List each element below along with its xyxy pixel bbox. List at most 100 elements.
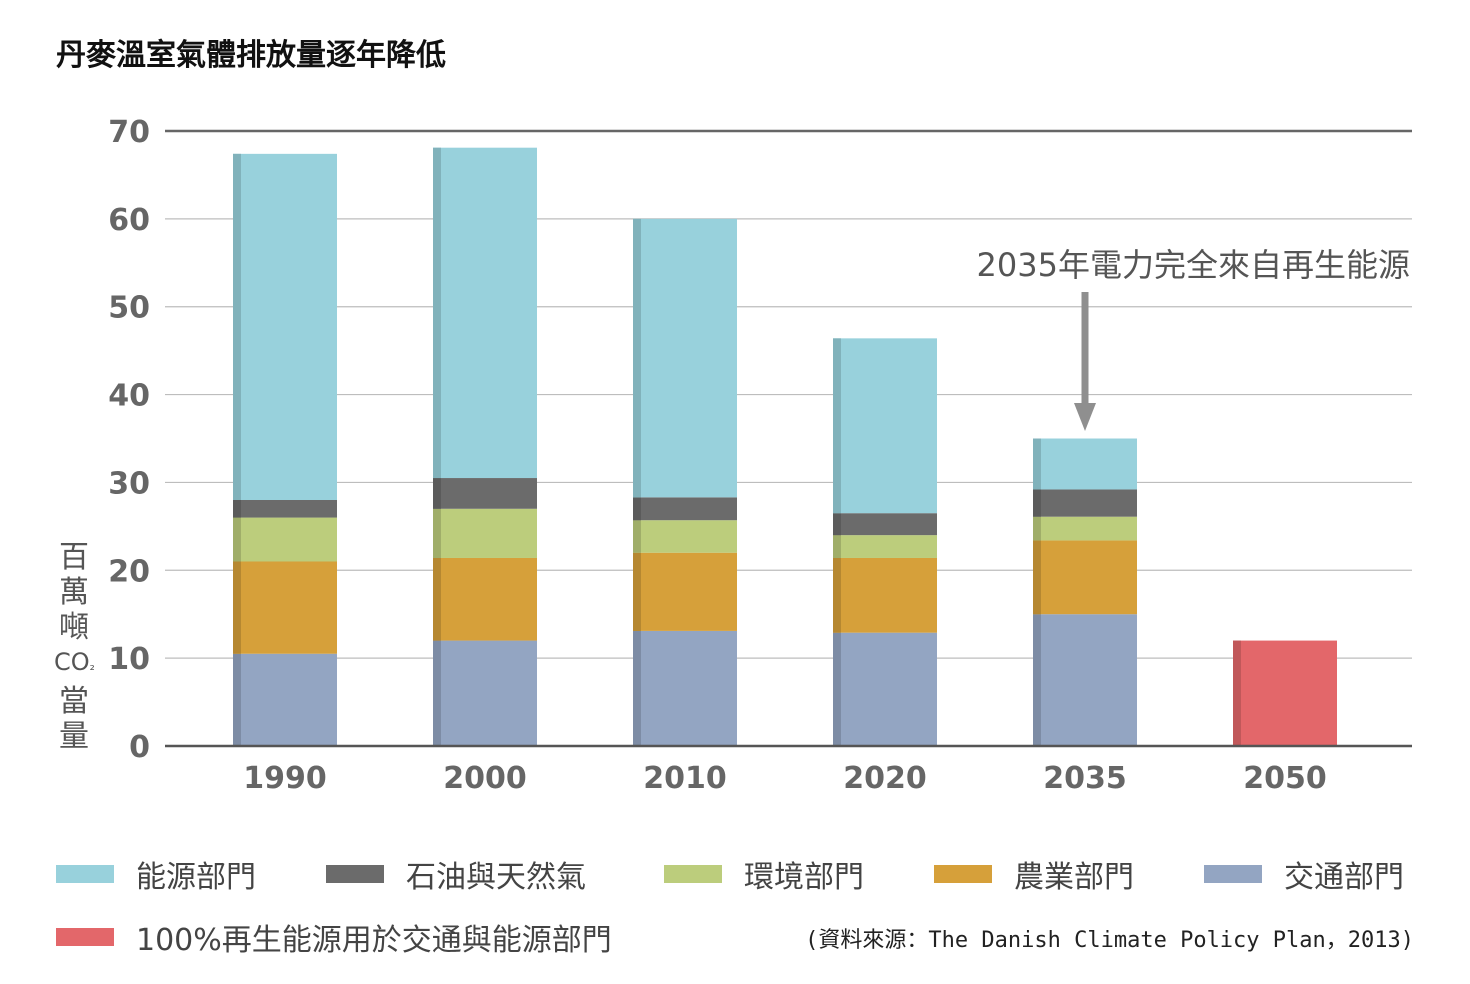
bar-segment: [433, 147, 537, 479]
y-tick-label: 0: [129, 730, 150, 765]
annotation-text: 2035年電力完全來自再生能源: [977, 246, 1410, 284]
legend-label: 環境部門: [744, 860, 864, 895]
bar-segment-edge: [633, 520, 641, 553]
bar-segment-edge: [1233, 640, 1241, 746]
bar-segment: [833, 535, 937, 558]
bar-segment: [633, 520, 737, 553]
annotation-arrow-head: [1074, 403, 1096, 431]
bar-segment-edge: [433, 147, 441, 479]
bar-segment: [1233, 640, 1337, 746]
bar-segment-edge: [633, 497, 641, 521]
bar-segment: [633, 497, 737, 521]
bar-segment: [1033, 540, 1137, 615]
legend-swatch: [56, 865, 114, 883]
legend-swatch: [934, 865, 992, 883]
y-tick-label: 20: [108, 554, 150, 589]
legend-item: 交通部門: [1204, 852, 1404, 896]
bar-segment-edge: [233, 517, 241, 562]
legend-item: 能源部門: [56, 852, 256, 896]
bar-segment-edge: [1033, 540, 1041, 615]
bar-segment-edge: [633, 630, 641, 746]
bar-segment-edge: [1033, 489, 1041, 517]
bar-segment: [233, 517, 337, 562]
bar-segment-edge: [833, 557, 841, 633]
x-tick-label: 1990: [243, 761, 327, 796]
y-axis-label: 百萬噸 CO₂ 當量: [54, 540, 95, 754]
bar-segment: [233, 653, 337, 746]
x-tick-label: 2020: [843, 761, 927, 796]
bar-segment-edge: [433, 640, 441, 746]
bar-segment-edge: [433, 478, 441, 509]
y-tick-label: 70: [108, 115, 150, 150]
bar-segment-edge: [233, 653, 241, 746]
bar-segment-edge: [833, 632, 841, 746]
y-axis-label-char: 噸: [59, 610, 89, 645]
bar-segment: [433, 557, 537, 641]
y-tick-label: 60: [108, 203, 150, 238]
legend-item: 農業部門: [934, 852, 1134, 896]
bar-segment-edge: [1033, 438, 1041, 490]
bars: [233, 147, 1337, 746]
bar-segment: [633, 552, 737, 631]
bar-segment-edge: [433, 508, 441, 558]
bar-segment: [833, 632, 937, 746]
legend-item: 環境部門: [664, 852, 864, 896]
source-note: (資料來源：The Danish Climate Policy Plan，201…: [805, 928, 1414, 953]
bar-segment: [433, 508, 537, 558]
bar-segment: [1033, 438, 1137, 490]
bar-segment-edge: [1033, 516, 1041, 541]
bar-segment: [433, 640, 537, 746]
bar-segment: [233, 561, 337, 654]
y-axis-label-char: CO₂: [54, 648, 95, 676]
y-tick-label: 30: [108, 466, 150, 501]
bar-segment: [433, 478, 537, 509]
legend-item: 100%再生能源用於交通與能源部門: [56, 915, 612, 959]
bar-segment: [1033, 489, 1137, 517]
chart-title: 丹麥溫室氣體排放量逐年降低: [56, 38, 446, 73]
bar-segment: [833, 513, 937, 536]
bar-segment: [633, 218, 737, 498]
bar-segment: [233, 153, 337, 501]
y-tick-label: 10: [108, 642, 150, 677]
legend-swatch: [56, 928, 114, 946]
legend-label: 石油與天然氣: [406, 860, 586, 895]
gridlines: [165, 218, 1412, 659]
bar-segment-edge: [633, 552, 641, 631]
legend-swatch: [1204, 865, 1262, 883]
legend-swatch: [326, 865, 384, 883]
legend-label: 交通部門: [1284, 860, 1404, 895]
bar-segment-edge: [633, 218, 641, 498]
legend-label: 農業部門: [1014, 860, 1134, 895]
bar-segment: [633, 630, 737, 746]
y-tick-label: 40: [108, 379, 150, 414]
bar-segment-edge: [833, 338, 841, 514]
bar-segment: [233, 500, 337, 518]
annotations: 2035年電力完全來自再生能源: [977, 246, 1410, 431]
bar-segment-edge: [833, 513, 841, 536]
legend-swatch: [664, 865, 722, 883]
legend-label: 能源部門: [136, 860, 256, 895]
x-tick-label: 2010: [643, 761, 727, 796]
legend-label: 100%再生能源用於交通與能源部門: [136, 923, 612, 958]
axes: 0 10 20 30 40 50 60 70 1990 2000 2010 2020 2035 2050: [108, 115, 1412, 796]
bar-segment-edge: [833, 535, 841, 558]
bar-segment-edge: [1033, 614, 1041, 746]
x-tick-label: 2050: [1243, 761, 1327, 796]
y-axis-label-char: 量: [59, 719, 89, 754]
bar-segment-edge: [233, 500, 241, 518]
y-axis-label-char: 萬: [59, 575, 89, 610]
bar-segment: [833, 557, 937, 633]
bar-segment-edge: [233, 153, 241, 501]
legend-item: 石油與天然氣: [326, 852, 586, 896]
bar-segment: [1033, 516, 1137, 541]
x-tick-label: 2000: [443, 761, 527, 796]
y-axis-label-char: 百: [59, 540, 89, 575]
bar-segment: [1033, 614, 1137, 746]
bar-segment: [833, 338, 937, 514]
y-axis-label-char: 當: [59, 684, 89, 719]
y-tick-label: 50: [108, 291, 150, 326]
bar-segment-edge: [433, 557, 441, 641]
x-tick-label: 2035: [1043, 761, 1127, 796]
bar-segment-edge: [233, 561, 241, 654]
